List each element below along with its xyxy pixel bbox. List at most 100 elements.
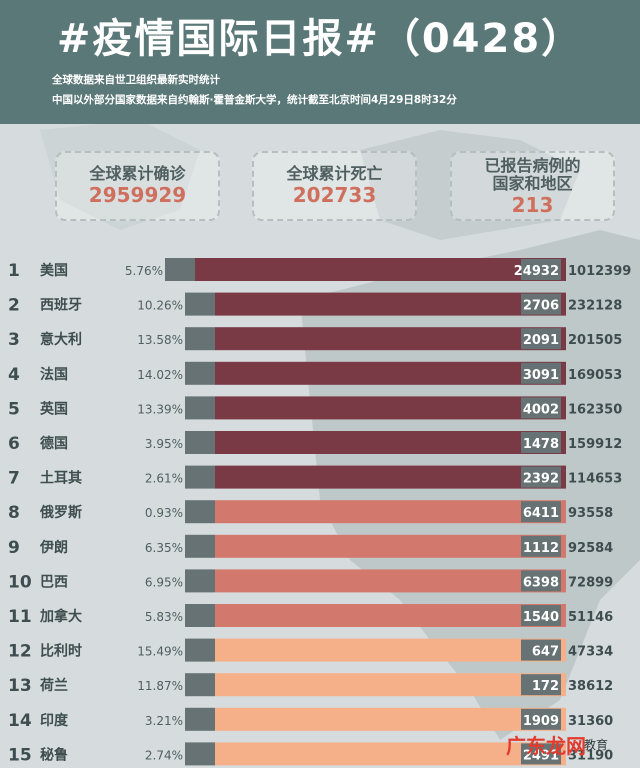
cases-bar (215, 569, 566, 593)
deaths-label: 1909 (523, 714, 559, 729)
country-label: 比利时 (40, 643, 82, 660)
country-label: 意大利 (40, 331, 82, 348)
chart-row: 1 美国 5.76% 24932 1012399 (8, 258, 631, 281)
cases-label: 72899 (568, 575, 613, 590)
deaths-label: 6398 (523, 575, 559, 590)
ranking-bar-chart: 1 美国 5.76% 24932 1012399 2 西班牙 10.26% 2706 232128… (8, 258, 631, 766)
cases-bar (215, 742, 566, 766)
deaths-box (521, 293, 561, 315)
cases-label: 47334 (568, 645, 613, 660)
stat-total-cases: 全球累计确诊 2959929 (55, 151, 220, 221)
chart-row: 7 土耳其 2.61% 2392 114653 (8, 465, 622, 489)
mortality-rate-label: 13.39% (137, 402, 183, 416)
country-label: 西班牙 (40, 297, 82, 314)
country-label: 荷兰 (39, 677, 68, 694)
cases-label: 159912 (568, 437, 622, 452)
stat-total-cases-value: 2959929 (88, 183, 187, 207)
mortality-rate-label: 2.61% (145, 472, 183, 486)
deaths-label: 2091 (523, 333, 559, 348)
cases-bar (215, 396, 566, 420)
deaths-box (521, 570, 561, 592)
cases-label: 93558 (568, 506, 613, 521)
deaths-box (521, 674, 561, 696)
chart-row: 3 意大利 13.58% 2091 201505 (8, 327, 622, 351)
chart-row: 9 伊朗 6.35% 1112 92584 (8, 534, 613, 558)
death-rate-bar (185, 534, 215, 558)
deaths-label: 4002 (523, 402, 559, 417)
death-rate-bar (185, 500, 215, 524)
country-label: 土耳其 (40, 470, 82, 487)
subtitle-line-1: 全球数据来自世卫组织最新实时统计 (52, 74, 220, 86)
mortality-rate-label: 10.26% (137, 299, 183, 313)
chart-row: 8 俄罗斯 0.93% 6411 93558 (8, 500, 613, 524)
rank-label: 3 (8, 330, 20, 350)
chart-row: 15 秘鲁 2.74% 2491 31190 (8, 742, 613, 766)
stat-countries: 已报告病例的 国家和地区 213 (450, 151, 615, 221)
cases-label: 169053 (568, 368, 622, 383)
deaths-box (521, 605, 561, 626)
deaths-box (521, 639, 561, 661)
rank-label: 8 (8, 503, 20, 523)
mortality-rate-label: 0.93% (145, 506, 183, 520)
header-banner: #疫情国际日报#（0428） 全球数据来自世卫组织最新实时统计 中国以外部分国家… (0, 0, 640, 124)
mortality-rate-label: 3.95% (145, 437, 183, 451)
rank-label: 2 (8, 296, 20, 316)
death-rate-bar (185, 707, 215, 731)
cases-bar (215, 361, 566, 385)
rank-label: 14 (8, 711, 32, 731)
rank-label: 9 (8, 538, 20, 558)
country-label: 法国 (40, 366, 68, 383)
deaths-box (521, 362, 561, 384)
cases-bar (215, 431, 566, 454)
watermark-suffix: 教育 (584, 738, 609, 752)
mortality-rate-label: 2.74% (145, 748, 183, 762)
deaths-box (521, 397, 561, 419)
deaths-label: 2706 (523, 299, 559, 314)
chart-row: 5 英国 13.39% 4002 162350 (8, 396, 622, 420)
deaths-label: 1540 (523, 610, 559, 625)
cases-bar (215, 500, 566, 524)
mortality-rate-label: 6.95% (145, 575, 183, 589)
stat-countries-label-line2: 国家和地区 (492, 174, 573, 193)
deaths-box (521, 535, 561, 557)
cases-bar (195, 258, 566, 281)
death-rate-bar (185, 396, 215, 420)
cases-label: 31360 (568, 714, 613, 729)
mortality-rate-label: 13.58% (137, 333, 183, 347)
cases-label: 232128 (568, 299, 622, 314)
cases-bar (215, 604, 566, 627)
death-rate-bar (185, 638, 215, 662)
death-rate-bar (185, 673, 215, 697)
deaths-box (521, 432, 561, 453)
deaths-box (521, 743, 561, 765)
death-rate-bar (185, 361, 215, 385)
mortality-rate-label: 5.76% (125, 264, 163, 278)
rank-label: 1 (8, 261, 20, 281)
cases-label: 1012399 (568, 264, 631, 279)
mortality-rate-label: 6.35% (145, 541, 183, 555)
rank-label: 6 (8, 434, 20, 454)
deaths-box (521, 501, 561, 523)
country-label: 美国 (40, 262, 68, 279)
stat-total-cases-label: 全球累计确诊 (89, 164, 186, 183)
death-rate-bar (185, 742, 215, 766)
chart-row: 14 印度 3.21% 1909 31360 (8, 707, 613, 731)
death-rate-bar (185, 465, 215, 489)
cases-label: 51146 (568, 610, 613, 625)
death-rate-bar (185, 569, 215, 593)
page-title: #疫情国际日报#（0428） (56, 16, 584, 62)
death-rate-bar (185, 327, 215, 351)
cases-label: 92584 (568, 541, 613, 556)
cases-label: 38612 (568, 679, 613, 694)
rank-label: 13 (8, 676, 32, 696)
chart-row: 10 巴西 6.95% 6398 72899 (8, 569, 613, 593)
deaths-label: 1478 (523, 437, 559, 452)
deaths-box (521, 328, 561, 350)
cases-label: 201505 (568, 333, 622, 348)
deaths-label: 1112 (523, 541, 559, 556)
mortality-rate-label: 11.87% (137, 679, 183, 693)
deaths-label: 2491 (523, 748, 559, 763)
mortality-rate-label: 5.83% (145, 610, 183, 624)
death-rate-bar (185, 292, 215, 316)
country-label: 巴西 (40, 574, 68, 590)
